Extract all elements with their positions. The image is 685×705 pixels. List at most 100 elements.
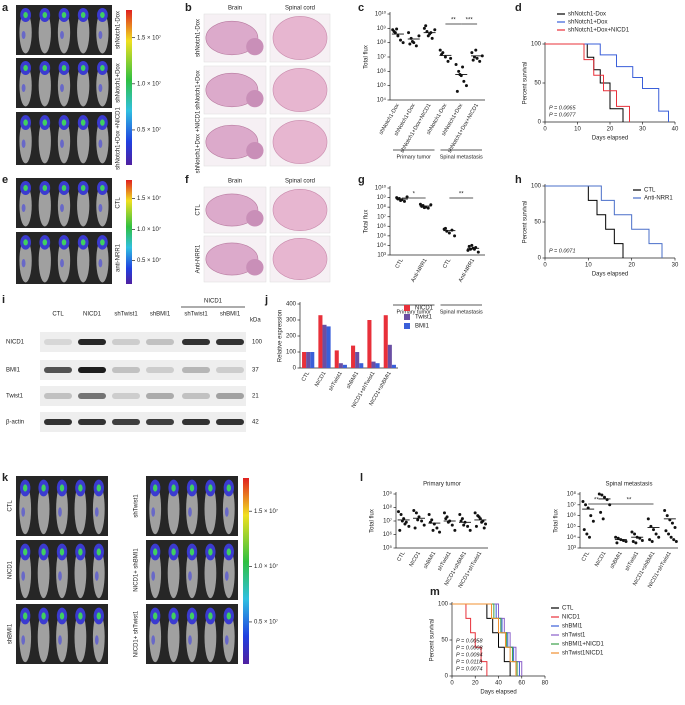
legend-label: shBMI1+NICD1 [562,642,605,648]
dot [460,517,464,521]
dot [480,520,484,524]
y-tick-label: 10⁹ [377,194,387,201]
dot [631,539,635,543]
dot [477,515,481,519]
bar [367,320,372,368]
signal [60,84,64,92]
group-label: Spinal metastasis [440,154,483,160]
dot [447,231,451,235]
dot [398,528,402,532]
mouse [74,547,87,599]
dot [669,535,673,539]
kda-value: 37 [252,368,259,374]
y-tick-label: 10⁸ [377,39,387,46]
x-axis-label: Days elapsed [592,136,628,142]
mouse [19,483,32,535]
y-axis-label: Total flux [364,210,370,234]
x-tick-label: 20 [472,681,479,687]
signal [96,612,102,620]
p-value: P = 0.0058 [456,638,483,644]
p-value: P = 0.0094 [456,652,483,658]
signal [21,139,26,149]
dot [633,532,637,536]
mouse [96,118,109,164]
legend-label: shBMI1 [562,624,583,630]
lane-label: shTwist1 [184,312,208,318]
legend-label: shTwist1 [562,633,586,639]
panel-label: i [2,294,5,306]
mouse [204,611,217,663]
signal [152,484,158,492]
y-tick-label: 50 [441,638,448,644]
signal [189,612,195,620]
dot [399,513,403,517]
dot [589,514,593,518]
y-tick-label: 400 [286,302,297,308]
band [182,393,210,399]
dot [414,44,418,48]
signal [80,65,86,71]
dot [464,84,468,88]
y-tick-label: 100 [286,350,297,356]
sig-label: *** [466,18,474,24]
bar [391,364,396,368]
group-label: Spinal metastasis [440,309,483,315]
signal [59,548,65,556]
signal [58,507,62,517]
kda-value: 100 [252,340,263,346]
y-axis-label: Total flux [364,45,370,69]
lane-label: NICD1 [83,312,102,318]
dot [443,226,447,230]
dot [402,199,406,203]
dot [616,536,620,540]
dot [450,523,454,527]
x-tick-label: CTL [394,258,404,270]
signal [23,12,28,18]
band [78,339,106,345]
band [112,419,140,425]
dot [426,206,430,210]
signal [41,484,46,492]
survival-line [545,43,624,122]
mouse [38,64,51,107]
signal [94,571,99,581]
signal [98,204,103,212]
mouse [38,238,51,283]
dot [462,79,466,83]
p-value: P = 0.0118 [456,659,483,665]
y-tick-label: 10⁶ [377,68,387,75]
bar [322,324,327,368]
y-tick-label: 10⁵ [377,232,387,239]
tissue [246,210,264,227]
dot [407,31,411,35]
colorbar-label: 0.5 × 10⁷ [137,257,161,264]
legend-swatch [404,305,410,311]
signal [41,548,46,556]
x-tick-label: 0 [450,681,454,687]
x-tick-label: shBMI1 [609,551,624,570]
column-label: Spinal cord [285,179,315,185]
signal [100,119,105,126]
mouse [167,547,180,599]
dot [471,58,475,62]
signal [224,507,229,517]
signal [226,548,232,556]
x-tick-label: 10 [574,127,581,133]
colorbar [126,180,132,284]
signal [42,185,48,191]
signal [100,12,105,18]
y-tick-label: 100 [438,602,449,608]
band [44,419,72,425]
bar [326,326,331,368]
mouse [37,483,50,535]
bar [355,352,360,368]
panel-label: d [515,2,522,14]
dot [429,203,433,207]
band [44,367,72,373]
column-label: Spinal cord [285,6,315,12]
dot [412,508,416,512]
band [78,367,106,373]
mouse [56,611,68,663]
band [146,419,174,425]
